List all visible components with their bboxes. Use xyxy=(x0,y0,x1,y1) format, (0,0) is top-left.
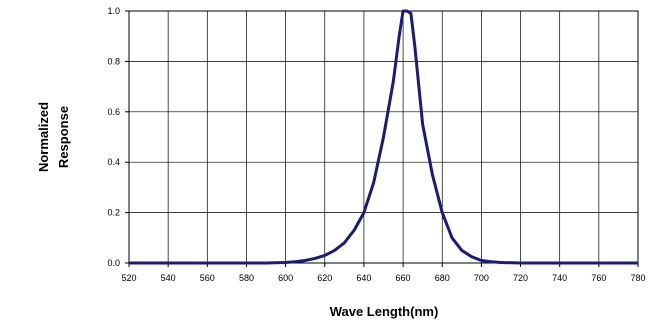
y-tick-labels: 0.0 0.2 0.4 0.6 0.8 1.0 xyxy=(107,6,120,268)
y-tick-label: 0.4 xyxy=(107,157,120,167)
y-tick-label: 0.6 xyxy=(107,107,120,117)
y-tick-label: 0.2 xyxy=(107,208,120,218)
x-tick-label: 740 xyxy=(552,273,567,283)
x-tick-label: 580 xyxy=(239,273,254,283)
plot-frame xyxy=(128,10,639,264)
x-tick-label: 600 xyxy=(278,273,293,283)
y-tick-label: 0.8 xyxy=(107,56,120,66)
x-tick-label: 720 xyxy=(513,273,528,283)
x-tick-label: 620 xyxy=(317,273,332,283)
x-tick-label: 560 xyxy=(200,273,215,283)
x-tick-label: 660 xyxy=(396,273,411,283)
x-tick-label: 700 xyxy=(474,273,489,283)
x-tick-label: 540 xyxy=(161,273,176,283)
y-axis-title-line-2: Response xyxy=(56,106,71,168)
x-tick-label: 760 xyxy=(591,273,606,283)
series-line xyxy=(129,9,638,265)
x-tick-label: 780 xyxy=(630,273,645,283)
x-tick-labels: 520 540 560 580 600 620 640 660 680 700 720 740 760 7… xyxy=(121,273,645,283)
y-axis-title-line-1: Normalized xyxy=(36,102,51,172)
grid xyxy=(125,10,639,267)
x-tick-label: 680 xyxy=(435,273,450,283)
y-tick-label: 0.0 xyxy=(107,258,120,268)
y-tick-label: 1.0 xyxy=(107,6,120,16)
x-tick-label: 520 xyxy=(121,273,136,283)
x-axis-title: Wave Length(nm) xyxy=(330,304,439,319)
x-tick-label: 640 xyxy=(356,273,371,283)
